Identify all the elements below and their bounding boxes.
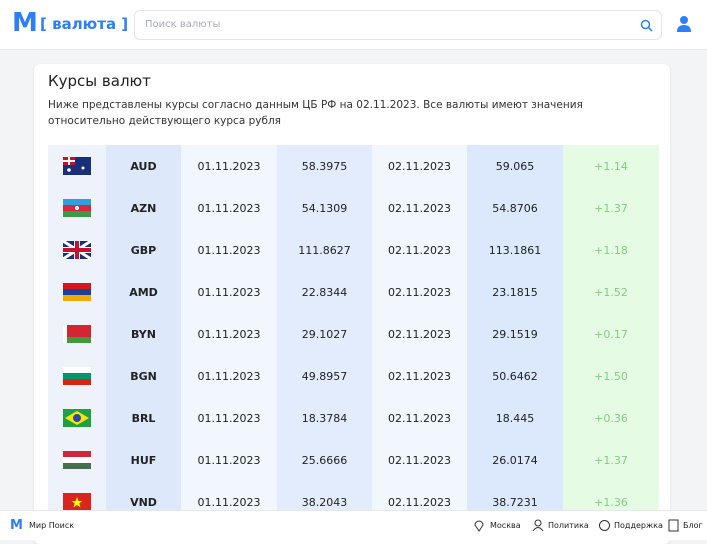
- date-to-cell: 02.11.2023: [372, 313, 467, 355]
- change-cell: +0.17: [563, 313, 659, 355]
- code-cell: AZN: [106, 187, 181, 229]
- rate-to-cell: 59.065: [467, 145, 563, 187]
- date-from-cell: 01.11.2023: [181, 145, 277, 187]
- rate-to-cell: 50.6462: [467, 355, 563, 397]
- date-from-cell: 01.11.2023: [181, 397, 277, 439]
- change-cell: +1.37: [563, 439, 659, 481]
- date-to-cell: 02.11.2023: [372, 397, 467, 439]
- change-cell: +0.36: [563, 397, 659, 439]
- rate-from-cell: 22.8344: [277, 271, 372, 313]
- search-icon[interactable]: [640, 19, 653, 32]
- rate-from-cell: 29.1027: [277, 313, 372, 355]
- user-icon[interactable]: [676, 15, 692, 33]
- pin-icon: [474, 520, 484, 532]
- table-row: AMD 01.11.2023 22.8344 02.11.2023 23.1815 +1.…: [48, 271, 659, 313]
- rate-from-cell: 25.6666: [277, 439, 372, 481]
- table-row: AZN 01.11.2023 54.1309 02.11.2023 54.8706 +1.…: [48, 187, 659, 229]
- flag-cell: [48, 271, 106, 313]
- flag: [63, 409, 91, 427]
- code-cell: BGN: [106, 355, 181, 397]
- date-to-cell: 02.11.2023: [372, 187, 467, 229]
- card-description: Ниже представлены курсы согласно данным …: [48, 99, 583, 127]
- change-cell: +1.37: [563, 187, 659, 229]
- flag: [63, 157, 91, 175]
- code-cell: BYN: [106, 313, 181, 355]
- change-cell: +1.52: [563, 271, 659, 313]
- flag: [63, 199, 91, 217]
- code-cell: AUD: [106, 145, 181, 187]
- footer-brand[interactable]: Мир Поиск: [29, 521, 75, 530]
- table-row: BRL 01.11.2023 18.3784 02.11.2023 18.445 +0.3…: [48, 397, 659, 439]
- date-to-cell: 02.11.2023: [372, 271, 467, 313]
- flag-cell: [48, 145, 106, 187]
- table-row: GBP 01.11.2023 111.8627 02.11.2023 113.1861 +…: [48, 229, 659, 271]
- search-placeholder: Поиск валюты: [145, 19, 221, 30]
- rate-to-cell: 23.1815: [467, 271, 563, 313]
- date-to-cell: 02.11.2023: [372, 145, 467, 187]
- date-from-cell: 01.11.2023: [181, 271, 277, 313]
- logo[interactable]: M: [12, 8, 38, 38]
- header: M [ валюта ] Поиск валюты: [0, 0, 707, 50]
- rates-table: AUD 01.11.2023 58.3975 02.11.2023 59.065 +1.1…: [48, 145, 659, 523]
- rate-to-cell: 26.0174: [467, 439, 563, 481]
- footer-link[interactable]: Москва: [490, 521, 521, 530]
- rate-from-cell: 111.8627: [277, 229, 372, 271]
- table-row: BGN 01.11.2023 49.8957 02.11.2023 50.6462 +1.…: [48, 355, 659, 397]
- rate-from-cell: 49.8957: [277, 355, 372, 397]
- brand[interactable]: [ валюта ]: [40, 15, 129, 33]
- support-icon: [599, 520, 610, 531]
- footer-link[interactable]: Блог: [683, 521, 703, 530]
- flag-cell: [48, 397, 106, 439]
- rate-to-cell: 29.1519: [467, 313, 563, 355]
- code-cell: AMD: [106, 271, 181, 313]
- change-cell: +1.18: [563, 229, 659, 271]
- date-from-cell: 01.11.2023: [181, 313, 277, 355]
- code-cell: GBP: [106, 229, 181, 271]
- table-row: AUD 01.11.2023 58.3975 02.11.2023 59.065 +1.1…: [48, 145, 659, 187]
- rate-to-cell: 18.445: [467, 397, 563, 439]
- change-cell: +1.14: [563, 145, 659, 187]
- flag-cell: [48, 355, 106, 397]
- flag: [63, 367, 91, 385]
- change-cell: +1.50: [563, 355, 659, 397]
- date-from-cell: 01.11.2023: [181, 187, 277, 229]
- table-row: HUF 01.11.2023 25.6666 02.11.2023 26.0174 +1.…: [48, 439, 659, 481]
- rate-to-cell: 113.1861: [467, 229, 563, 271]
- card-title: Курсы валют: [48, 72, 151, 90]
- flag-cell: [48, 313, 106, 355]
- card: Курсы валют Ниже представлены курсы согл…: [34, 64, 670, 544]
- rate-from-cell: 54.1309: [277, 187, 372, 229]
- flag-cell: [48, 439, 106, 481]
- date-from-cell: 01.11.2023: [181, 355, 277, 397]
- code-cell: BRL: [106, 397, 181, 439]
- rate-from-cell: 18.3784: [277, 397, 372, 439]
- policy-icon: [532, 519, 544, 532]
- flag-cell: [48, 229, 106, 271]
- footer-link[interactable]: Политика: [548, 521, 589, 530]
- flag: [63, 325, 91, 343]
- date-to-cell: 02.11.2023: [372, 229, 467, 271]
- date-to-cell: 02.11.2023: [372, 355, 467, 397]
- flag-cell: [48, 187, 106, 229]
- flag: [63, 451, 91, 469]
- date-to-cell: 02.11.2023: [372, 439, 467, 481]
- footer-link[interactable]: Поддержка: [614, 521, 663, 530]
- flag: [63, 241, 91, 259]
- footer: M Мир Поиск Москва Политика Поддержка Бл…: [0, 510, 707, 540]
- blog-icon: [668, 519, 679, 532]
- rate-from-cell: 58.3975: [277, 145, 372, 187]
- rate-to-cell: 54.8706: [467, 187, 563, 229]
- flag: [63, 493, 91, 511]
- search-box[interactable]: Поиск валюты: [134, 10, 662, 40]
- date-from-cell: 01.11.2023: [181, 229, 277, 271]
- footer-logo[interactable]: M: [10, 518, 23, 533]
- code-cell: HUF: [106, 439, 181, 481]
- flag: [63, 283, 91, 301]
- date-from-cell: 01.11.2023: [181, 439, 277, 481]
- table-row: BYN 01.11.2023 29.1027 02.11.2023 29.1519 +0.…: [48, 313, 659, 355]
